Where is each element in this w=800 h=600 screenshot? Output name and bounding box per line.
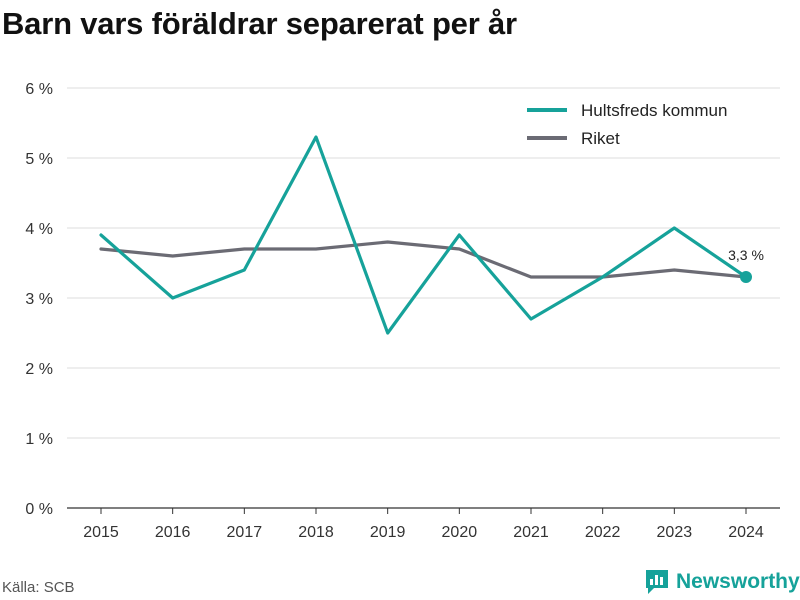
- legend-label: Riket: [581, 129, 620, 148]
- bar-chart-logo-icon: [646, 570, 668, 594]
- brand-name: Newsworthy: [676, 570, 800, 593]
- chart-title: Barn vars föräldrar separerat per år: [2, 6, 517, 41]
- source-note: Källa: SCB: [2, 579, 75, 596]
- x-tick-label: 2021: [513, 524, 549, 541]
- y-tick-label: 4 %: [25, 221, 53, 238]
- y-tick-label: 2 %: [25, 361, 53, 378]
- x-tick-label: 2018: [298, 524, 334, 541]
- y-tick-label: 6 %: [25, 81, 53, 98]
- series-line: [99, 135, 748, 335]
- x-tick-label: 2017: [227, 524, 263, 541]
- legend-label: Hultsfreds kommun: [581, 101, 727, 120]
- y-tick-label: 1 %: [25, 431, 53, 448]
- x-tick-label: 2015: [83, 524, 119, 541]
- annotation: 3,3 %: [728, 247, 764, 283]
- x-axis: 2015 2016 2017 2018 2019 2020 2021 2022 2023 2024: [67, 507, 780, 541]
- series-lines: [99, 135, 748, 335]
- y-tick-label: 0 %: [25, 501, 53, 518]
- x-tick-label: 2023: [657, 524, 693, 541]
- y-tick-label: 5 %: [25, 151, 53, 168]
- legend: Hultsfreds kommun Riket: [527, 101, 727, 148]
- y-tick-label: 3 %: [25, 291, 53, 308]
- y-axis: 0 % 1 % 2 % 3 % 4 % 5 % 6 %: [25, 81, 53, 518]
- brand-logo: Newsworthy: [644, 568, 800, 596]
- x-tick-label: 2022: [585, 524, 621, 541]
- end-point-marker: [740, 271, 752, 283]
- x-tick-label: 2019: [370, 524, 406, 541]
- x-tick-label: 2024: [728, 524, 764, 541]
- series-line: [99, 240, 748, 279]
- x-tick-label: 2020: [442, 524, 478, 541]
- gridlines: [67, 87, 780, 439]
- x-tick-label: 2016: [155, 524, 191, 541]
- annotation-label: 3,3 %: [728, 247, 764, 263]
